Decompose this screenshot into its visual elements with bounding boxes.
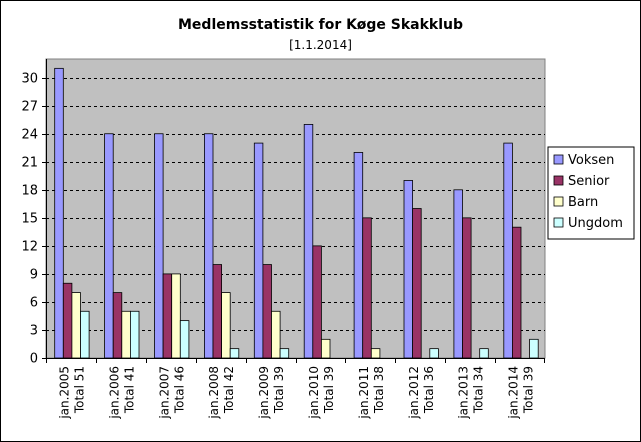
bar-senior <box>262 264 272 359</box>
y-tick-label: 15 <box>21 212 38 227</box>
x-category-label: Total 34 <box>472 366 486 414</box>
bar-voksen <box>353 152 364 359</box>
y-tick-label: 21 <box>21 156 38 171</box>
bar-ungdom <box>179 320 190 359</box>
legend-swatch-barn <box>553 196 564 207</box>
x-category-label: jan.2011 <box>357 366 371 420</box>
bar-ungdom <box>80 310 90 359</box>
x-category-label: Total 39 <box>322 366 336 414</box>
bar-senior <box>312 245 322 359</box>
y-tick-label: 27 <box>21 100 38 115</box>
bar-senior <box>162 273 173 359</box>
bar-senior <box>362 217 372 359</box>
x-category-label: jan.2005 <box>57 366 71 420</box>
bar-voksen <box>54 67 64 359</box>
bar-ungdom <box>229 348 240 359</box>
x-category-label: jan.2008 <box>207 366 221 420</box>
bar-barn <box>370 348 381 359</box>
bar-barn <box>171 273 181 359</box>
legend-label-ungdom: Ungdom <box>568 216 623 231</box>
bar-voksen <box>253 142 264 359</box>
bar-senior <box>212 264 223 359</box>
bar-voksen <box>453 189 463 359</box>
bar-voksen <box>203 133 214 359</box>
x-category-label: Total 42 <box>222 366 236 414</box>
bar-barn <box>320 338 331 359</box>
x-category-label: jan.2013 <box>457 366 471 420</box>
legend-swatch-senior <box>553 175 564 186</box>
bar-voksen <box>503 142 513 359</box>
y-tick-label: 30 <box>21 72 38 87</box>
x-category-label: Total 39 <box>522 366 536 414</box>
bar-voksen <box>154 133 164 359</box>
legend-swatch-ungdom <box>553 217 564 228</box>
bar-barn <box>271 310 281 359</box>
x-category-label: Total 38 <box>372 366 386 414</box>
bar-ungdom <box>529 338 539 359</box>
x-category-label: Total 36 <box>422 366 436 414</box>
x-category-label: jan.2012 <box>407 366 421 420</box>
bar-voksen <box>303 124 314 359</box>
y-tick-label: 12 <box>21 240 38 255</box>
bar-senior <box>62 282 73 359</box>
bar-barn <box>221 292 231 359</box>
chart-title: Medlemsstatistik for Køge Skakklub <box>178 17 463 33</box>
x-category-label: Total 51 <box>72 366 86 414</box>
x-category-label: jan.2007 <box>157 366 171 420</box>
bar-senior <box>512 226 522 359</box>
x-category-label: Total 41 <box>122 366 136 414</box>
x-category-label: Total 46 <box>172 366 186 414</box>
x-category-label: jan.2010 <box>307 366 321 420</box>
bar-senior <box>412 208 422 359</box>
legend-label-voksen: Voksen <box>568 153 614 168</box>
bar-barn <box>71 292 81 359</box>
bar-voksen <box>104 133 114 359</box>
x-category-label: jan.2014 <box>507 366 521 420</box>
bar-ungdom <box>479 348 489 359</box>
y-tick-label: 9 <box>30 268 38 283</box>
bar-senior <box>112 292 123 359</box>
legend-label-barn: Barn <box>568 195 598 210</box>
y-tick-label: 0 <box>30 352 38 367</box>
x-category-label: Total 39 <box>272 366 286 414</box>
x-category-label: jan.2009 <box>257 366 271 420</box>
x-category-label: jan.2006 <box>107 366 121 420</box>
bar-ungdom <box>429 348 439 359</box>
y-tick-label: 6 <box>30 296 38 311</box>
bar-voksen <box>403 180 414 359</box>
chart-subtitle: [1.1.2014] <box>289 38 352 52</box>
y-tick-label: 3 <box>30 324 38 339</box>
bar-senior <box>462 217 472 359</box>
y-tick-label: 18 <box>21 184 38 199</box>
y-tick-label: 24 <box>21 128 38 143</box>
bar-ungdom <box>279 348 290 359</box>
bar-ungdom <box>129 310 140 359</box>
legend-swatch-voksen <box>553 154 564 165</box>
legend-label-senior: Senior <box>568 174 610 189</box>
bar-barn <box>121 310 131 359</box>
